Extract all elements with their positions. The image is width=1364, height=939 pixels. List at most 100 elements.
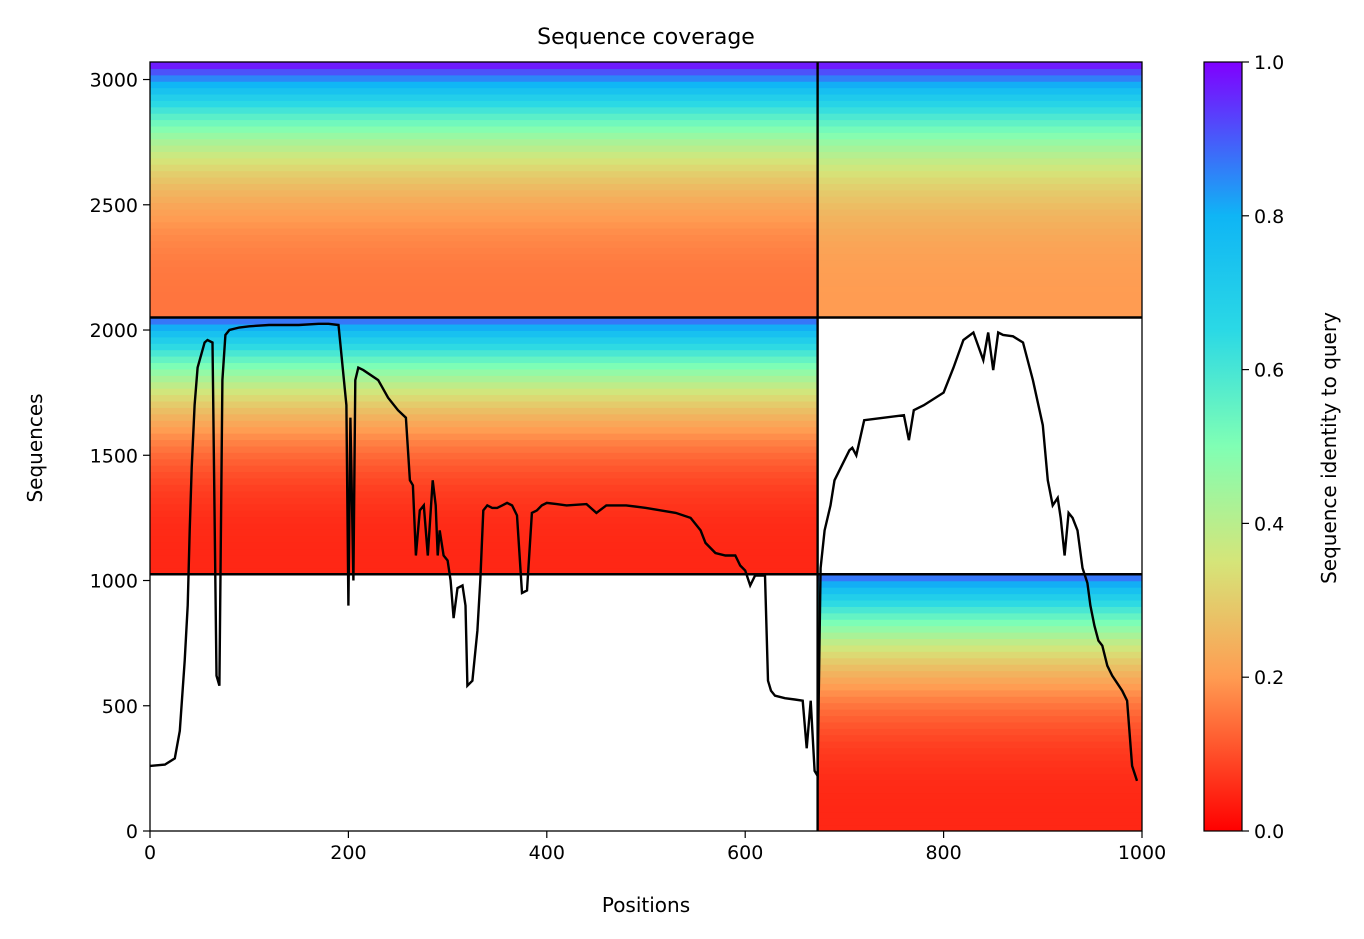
heatmap-band-1-19	[817, 189, 1142, 197]
heatmap-band-0-10	[150, 247, 818, 255]
heatmap-band-1-0	[817, 311, 1142, 319]
heatmap-band-3-30	[817, 632, 1142, 640]
heatmap-band-0-0	[150, 311, 818, 319]
heatmap-band-3-36	[817, 593, 1142, 601]
y-tick-label: 2000	[90, 320, 138, 342]
heatmap-band-3-5	[817, 792, 1142, 800]
heatmap-band-2-39	[150, 317, 818, 325]
heatmap-band-3-11	[817, 753, 1142, 761]
x-tick-label: 0	[144, 842, 156, 864]
heatmap-band-0-22	[150, 170, 818, 178]
heatmap-band-0-20	[150, 183, 818, 191]
y-tick-label: 0	[126, 821, 138, 843]
y-tick-label: 2500	[90, 195, 138, 217]
heatmap-band-1-17	[817, 202, 1142, 210]
heatmap-band-0-30	[150, 119, 818, 127]
y-tick-label: 3000	[90, 70, 138, 92]
heatmap-band-0-4	[150, 285, 818, 293]
heatmap-band-3-8	[817, 773, 1142, 781]
colorbar-tick-label: 0.6	[1254, 360, 1284, 382]
heatmap-band-1-38	[817, 68, 1142, 76]
heatmap-band-0-38	[150, 68, 818, 76]
heatmap-band-0-36	[150, 81, 818, 89]
heatmap-band-2-31	[150, 368, 818, 376]
heatmap-band-2-23	[150, 420, 818, 428]
heatmap-band-2-11	[150, 497, 818, 505]
heatmap-band-0-32	[150, 106, 818, 114]
coverage-line	[150, 322, 1139, 782]
heatmap-band-2-15	[150, 471, 818, 479]
heatmap-band-2-27	[150, 394, 818, 402]
heatmap-band-1-31	[817, 113, 1142, 121]
colorbar-label: Sequence identity to query	[1317, 312, 1341, 584]
heatmap-band-1-33	[817, 100, 1142, 108]
plot-frame	[149, 61, 1143, 832]
x-axis-label: Positions	[602, 893, 690, 917]
heatmap-band-2-38	[150, 323, 818, 331]
chart-title: Sequence coverage	[537, 25, 755, 50]
heatmap-band-3-16	[817, 721, 1142, 729]
heatmap-band-3-4	[817, 798, 1142, 806]
heatmap-band-2-17	[150, 458, 818, 466]
heatmap-band-1-5	[817, 279, 1142, 287]
x-tick-label: 1000	[1118, 842, 1166, 864]
heatmap-band-3-21	[817, 689, 1142, 697]
heatmap-band-3-34	[817, 606, 1142, 614]
heatmap-band-3-1	[817, 818, 1142, 826]
heatmap-band-0-33	[150, 100, 818, 108]
heatmap-band-2-20	[150, 439, 818, 447]
heatmap-band-1-10	[817, 247, 1142, 255]
heatmap-band-2-36	[150, 336, 818, 344]
heatmap-band-0-37	[150, 74, 818, 82]
heatmap-band-1-2	[817, 298, 1142, 306]
heatmap-band-1-39	[817, 62, 1142, 69]
heatmap-band-2-10	[150, 503, 818, 511]
heatmap-band-1-1	[817, 304, 1142, 312]
heatmap-band-0-8	[150, 260, 818, 267]
heatmap-band-2-28	[150, 388, 818, 396]
coverage-heatmap	[150, 62, 1142, 831]
heatmap-band-3-39	[817, 574, 1142, 582]
heatmap-band-2-21	[150, 433, 818, 441]
heatmap-band-2-37	[150, 330, 818, 338]
heatmap-band-0-39	[150, 62, 818, 69]
heatmap-band-1-13	[817, 228, 1142, 236]
heatmap-band-0-35	[150, 87, 818, 95]
colorbar-tick-label: 1.0	[1254, 52, 1284, 74]
colorbar-ticks: 0.0 0.2 0.4 0.6 0.8 1.0	[1242, 52, 1284, 843]
heatmap-band-2-14	[150, 477, 818, 485]
heatmap-band-0-21	[150, 176, 818, 184]
heatmap-band-0-15	[150, 215, 818, 223]
heatmap-band-3-25	[817, 664, 1142, 672]
heatmap-band-0-2	[150, 298, 818, 306]
heatmap-band-2-1	[150, 561, 818, 569]
heatmap-band-1-37	[817, 74, 1142, 82]
heatmap-band-0-24	[150, 157, 818, 165]
heatmap-band-1-23	[817, 164, 1142, 172]
heatmap-band-1-12	[817, 234, 1142, 242]
heatmap-band-1-14	[817, 221, 1142, 229]
heatmap-band-3-17	[817, 715, 1142, 723]
heatmap-band-0-19	[150, 189, 818, 197]
heatmap-band-3-32	[817, 619, 1142, 627]
heatmap-band-1-21	[817, 176, 1142, 184]
heatmap-band-3-13	[817, 741, 1142, 749]
heatmap-band-1-30	[817, 119, 1142, 127]
heatmap-band-0-9	[150, 253, 818, 261]
heatmap-band-0-1	[150, 304, 818, 312]
heatmap-band-1-25	[817, 151, 1142, 159]
heatmap-band-0-13	[150, 228, 818, 236]
heatmap-band-2-32	[150, 362, 818, 370]
heatmap-band-3-15	[817, 728, 1142, 736]
heatmap-band-0-11	[150, 240, 818, 248]
heatmap-band-1-32	[817, 106, 1142, 114]
heatmap-band-0-16	[150, 208, 818, 216]
heatmap-band-1-3	[817, 291, 1142, 299]
heatmap-band-0-31	[150, 113, 818, 121]
y-axis-ticks: 0 500 1000 1500 2000 2500 3000	[90, 70, 150, 843]
heatmap-band-0-26	[150, 145, 818, 153]
heatmap-band-2-6	[150, 529, 818, 537]
heatmap-band-0-17	[150, 202, 818, 210]
heatmap-band-3-37	[817, 587, 1142, 595]
heatmap-band-1-8	[817, 260, 1142, 267]
